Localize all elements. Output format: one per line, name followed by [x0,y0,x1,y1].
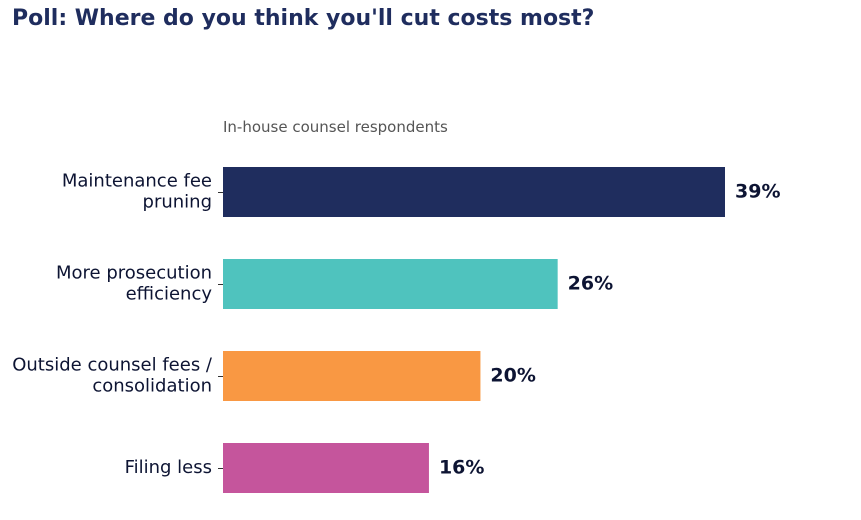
bar [223,443,429,493]
bars-layer: Maintenance fee pruning 39% More prosecutio… [12,167,780,493]
category-label: Outside counsel fees / consolidation [12,355,213,397]
category-label-line: Filing less [125,457,212,478]
category-label-line: pruning [143,192,212,213]
bar-group: Outside counsel fees / consolidation 20% [12,351,536,401]
category-label: Maintenance fee pruning [62,171,212,213]
bar-group: More prosecution efficiency 26% [56,259,613,309]
chart-subtitle: In-house counsel respondents [223,118,448,136]
value-label: 16% [439,457,484,479]
category-label-line: consolidation [92,376,212,397]
bar [223,167,725,217]
bar-group: Filing less 16% [125,443,484,493]
category-label-line: Maintenance fee [62,171,212,192]
value-label: 39% [735,181,780,203]
value-label: 26% [568,273,613,295]
category-label-line: efficiency [126,284,213,305]
bar [223,259,558,309]
chart-title: Poll: Where do you think you'll cut cost… [12,6,595,31]
category-label-line: Outside counsel fees / [12,355,213,376]
category-label: Filing less [125,457,212,478]
bar-group: Maintenance fee pruning 39% [62,167,780,217]
category-label-line: More prosecution [56,263,212,284]
value-label: 20% [490,365,535,387]
category-label: More prosecution efficiency [56,263,212,305]
bar [223,351,481,401]
